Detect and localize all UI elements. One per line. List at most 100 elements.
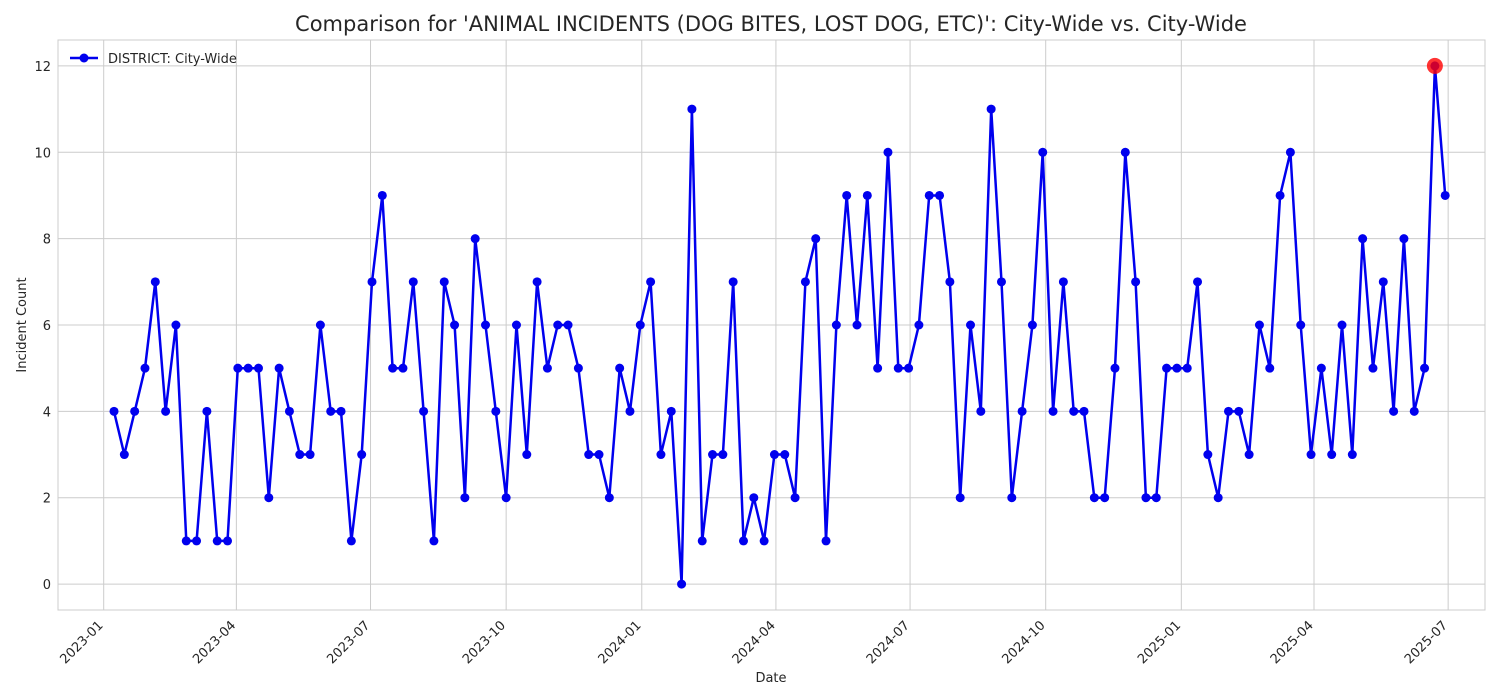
data-point <box>996 277 1006 287</box>
data-point <box>253 363 263 373</box>
legend: DISTRICT: City-Wide <box>70 52 237 67</box>
data-point <box>1213 493 1223 503</box>
data-point <box>1027 320 1037 330</box>
data-point <box>759 536 769 546</box>
plot-frame <box>57 39 1486 611</box>
data-point <box>831 320 841 330</box>
data-point <box>656 450 666 460</box>
x-axis-label: Date <box>755 671 786 686</box>
data-point <box>966 320 976 330</box>
legend-marker-swatch <box>79 53 89 63</box>
data-point <box>708 450 718 460</box>
data-point <box>1162 363 1172 373</box>
data-point <box>1275 190 1285 200</box>
data-point <box>800 277 810 287</box>
data-point <box>1048 406 1058 416</box>
data-point <box>1069 406 1079 416</box>
data-point <box>821 536 831 546</box>
data-point <box>687 104 697 114</box>
data-point <box>408 277 418 287</box>
data-point <box>883 147 893 157</box>
x-tick-label: 2023-04 <box>190 618 239 667</box>
data-point <box>460 493 470 503</box>
data-point <box>1182 363 1192 373</box>
data-point <box>130 406 140 416</box>
data-point <box>532 277 542 287</box>
x-tick-label: 2023-10 <box>460 618 509 667</box>
data-point <box>1389 406 1399 416</box>
data-point <box>295 450 305 460</box>
data-point <box>491 406 501 416</box>
data-point <box>646 277 656 287</box>
x-tick-label: 2024-10 <box>1000 618 1049 667</box>
series-line <box>112 64 1447 586</box>
series-layer <box>109 57 1450 589</box>
data-point <box>1017 406 1027 416</box>
data-point <box>1420 363 1430 373</box>
data-point <box>1337 320 1347 330</box>
data-point <box>284 406 294 416</box>
highlight-point <box>1426 57 1443 74</box>
data-point <box>790 493 800 503</box>
data-point <box>615 363 625 373</box>
data-point <box>1347 450 1357 460</box>
data-point <box>264 493 274 503</box>
x-tick-label: 2023-07 <box>324 618 373 667</box>
data-point <box>1223 406 1233 416</box>
data-point <box>1409 406 1419 416</box>
y-axis-label: Incident Count <box>15 277 30 372</box>
y-tick-label: 0 <box>43 578 51 593</box>
data-point <box>563 320 573 330</box>
data-point <box>1306 450 1316 460</box>
data-point <box>419 406 429 416</box>
data-point <box>243 363 253 373</box>
data-point <box>315 320 325 330</box>
data-point <box>326 406 336 416</box>
data-point <box>305 450 315 460</box>
grid <box>58 40 1485 610</box>
data-point <box>945 277 955 287</box>
data-point <box>181 536 191 546</box>
data-point <box>1244 450 1254 460</box>
data-point <box>738 536 748 546</box>
x-tick-label: 2023-01 <box>58 618 107 667</box>
y-tick-label: 2 <box>43 492 51 507</box>
x-tick-label: 2025-01 <box>1135 618 1184 667</box>
data-point <box>666 406 676 416</box>
data-point <box>119 450 129 460</box>
data-point <box>1378 277 1388 287</box>
x-tick-label: 2024-01 <box>596 618 645 667</box>
data-point <box>604 493 614 503</box>
data-point <box>501 493 511 503</box>
data-point <box>429 536 439 546</box>
y-tick-label: 10 <box>34 146 51 161</box>
data-point <box>274 363 284 373</box>
y-tick-label: 6 <box>43 319 51 334</box>
data-point <box>1234 406 1244 416</box>
data-point <box>986 104 996 114</box>
data-point <box>1151 493 1161 503</box>
data-point <box>1079 406 1089 416</box>
data-point <box>697 536 707 546</box>
data-point <box>1368 363 1378 373</box>
legend-entry-city-wide: DISTRICT: City-Wide <box>108 52 237 67</box>
data-point <box>522 450 532 460</box>
data-point <box>677 579 687 589</box>
y-tick-label: 8 <box>43 233 51 248</box>
data-point <box>749 493 759 503</box>
data-point <box>1110 363 1120 373</box>
data-point <box>1327 450 1337 460</box>
data-point <box>377 190 387 200</box>
data-point <box>1358 234 1368 244</box>
data-point <box>1285 147 1295 157</box>
data-point <box>625 406 635 416</box>
data-point <box>1193 277 1203 287</box>
data-point <box>140 363 150 373</box>
x-tick-label: 2024-04 <box>730 618 779 667</box>
chart-title: Comparison for 'ANIMAL INCIDENTS (DOG BI… <box>295 12 1247 36</box>
data-point <box>346 536 356 546</box>
data-point <box>1141 493 1151 503</box>
data-point <box>553 320 563 330</box>
data-point <box>718 450 728 460</box>
